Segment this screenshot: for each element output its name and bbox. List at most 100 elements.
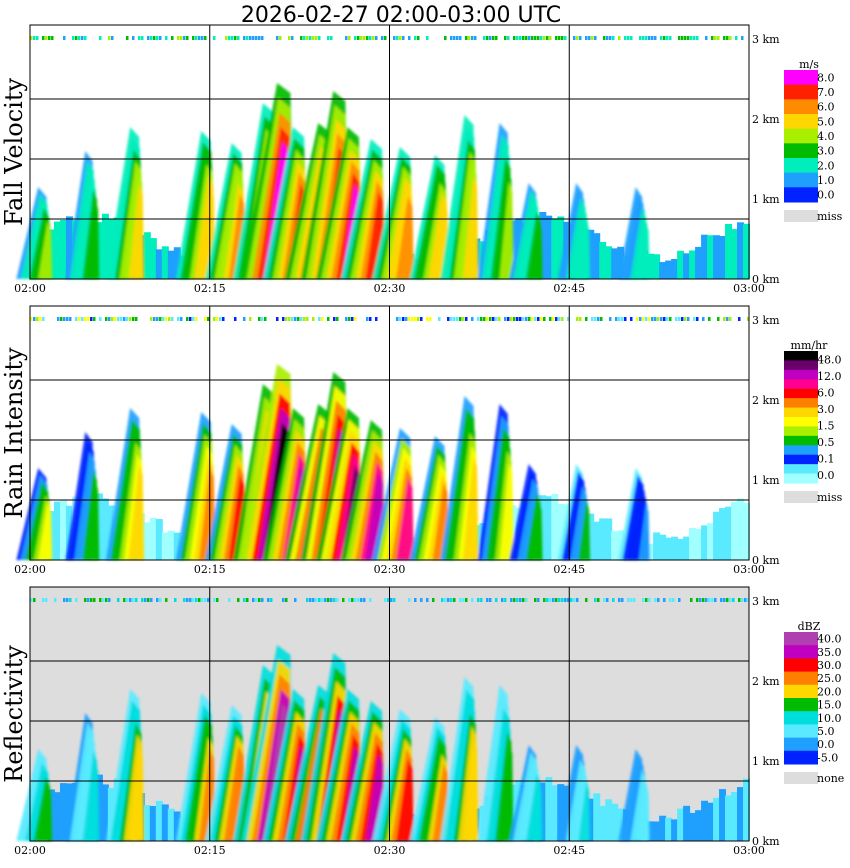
noise-cell bbox=[645, 317, 648, 321]
noise-cell bbox=[345, 317, 348, 321]
noise-cell bbox=[132, 36, 135, 40]
echo-cell bbox=[59, 783, 67, 841]
noise-cell bbox=[171, 36, 174, 40]
noise-cell bbox=[729, 317, 732, 321]
noise-cell bbox=[369, 598, 372, 602]
noise-cell bbox=[549, 36, 552, 40]
noise-cell bbox=[651, 317, 654, 321]
echo-cell bbox=[539, 782, 547, 841]
noise-cell bbox=[603, 598, 606, 602]
echo-cell bbox=[677, 250, 685, 279]
echo-cell bbox=[545, 215, 553, 279]
noise-cell bbox=[348, 317, 351, 321]
noise-cell bbox=[156, 317, 159, 321]
legend-swatch bbox=[784, 737, 818, 752]
noise-cell bbox=[444, 598, 447, 602]
noise-cell bbox=[630, 36, 633, 40]
echo-cell bbox=[737, 222, 745, 279]
echo-cell bbox=[743, 502, 750, 560]
noise-cell bbox=[609, 317, 612, 321]
noise-cell bbox=[465, 36, 468, 40]
noise-cell bbox=[213, 317, 216, 321]
noise-cell bbox=[561, 36, 564, 40]
noise-cell bbox=[375, 36, 378, 40]
streak-17 bbox=[578, 219, 591, 279]
noise-cell bbox=[132, 598, 135, 602]
noise-cell bbox=[708, 317, 711, 321]
noise-cell bbox=[735, 36, 738, 40]
legend-swatch bbox=[784, 407, 818, 418]
streak-14 bbox=[462, 176, 479, 279]
echo-cell bbox=[587, 513, 595, 560]
noise-cell bbox=[726, 317, 729, 321]
echo-cell bbox=[149, 238, 157, 279]
noise-cell bbox=[420, 598, 423, 602]
noise-cell bbox=[174, 598, 177, 602]
echo-cell bbox=[683, 253, 691, 279]
noise-cell bbox=[138, 36, 141, 40]
echo-cell bbox=[737, 787, 745, 841]
noise-cell bbox=[30, 36, 33, 40]
noise-cell bbox=[213, 36, 216, 40]
noise-cell bbox=[576, 36, 579, 40]
noise-cell bbox=[306, 36, 309, 40]
echo-cell bbox=[665, 260, 673, 279]
echo-cell bbox=[101, 498, 109, 560]
noise-cell bbox=[645, 598, 648, 602]
noise-cell bbox=[33, 317, 36, 321]
echo-cell bbox=[65, 505, 73, 560]
noise-cell bbox=[618, 598, 621, 602]
echo-cell bbox=[161, 532, 169, 560]
noise-cell bbox=[135, 317, 138, 321]
noise-cell bbox=[624, 36, 627, 40]
noise-cell bbox=[450, 36, 453, 40]
noise-cell bbox=[72, 36, 75, 40]
streak-17 bbox=[578, 500, 591, 560]
noise-cell bbox=[321, 317, 324, 321]
y-tick-label: 0 km bbox=[752, 273, 780, 286]
noise-cell bbox=[258, 598, 261, 602]
x-tick-label: 02:45 bbox=[553, 844, 585, 857]
y-tick-label: 2 km bbox=[752, 394, 780, 407]
noise-cell bbox=[195, 598, 198, 602]
noise-cell bbox=[738, 598, 741, 602]
noise-cell bbox=[525, 36, 528, 40]
noise-cell bbox=[516, 598, 519, 602]
echo-cell bbox=[173, 532, 181, 560]
noise-cell bbox=[573, 36, 576, 40]
noise-cell bbox=[336, 598, 339, 602]
streak-2 bbox=[128, 465, 145, 560]
echo-cell bbox=[155, 249, 163, 279]
noise-cell bbox=[315, 36, 318, 40]
legend-swatch bbox=[784, 658, 818, 673]
noise-cell bbox=[654, 36, 657, 40]
echo-cell bbox=[677, 538, 685, 560]
echo-cell bbox=[725, 795, 733, 841]
legend-swatch bbox=[784, 360, 818, 371]
noise-cell bbox=[492, 317, 495, 321]
noise-cell bbox=[531, 317, 534, 321]
noise-cell bbox=[225, 36, 228, 40]
noise-cell bbox=[261, 36, 264, 40]
noise-cell bbox=[642, 36, 645, 40]
noise-cell bbox=[459, 36, 462, 40]
noise-cell bbox=[510, 598, 513, 602]
legend-label: 7.0 bbox=[817, 86, 835, 99]
noise-cell bbox=[300, 317, 303, 321]
noise-cell bbox=[726, 598, 729, 602]
noise-cell bbox=[594, 598, 597, 602]
noise-cell bbox=[282, 598, 285, 602]
noise-cell bbox=[453, 36, 456, 40]
noise-cell bbox=[561, 317, 564, 321]
noise-cell bbox=[519, 598, 522, 602]
noise-line bbox=[30, 598, 750, 602]
noise-cell bbox=[87, 598, 90, 602]
noise-cell bbox=[276, 36, 279, 40]
noise-cell bbox=[651, 36, 654, 40]
grid bbox=[30, 25, 749, 279]
noise-cell bbox=[444, 36, 447, 40]
noise-cell bbox=[300, 36, 303, 40]
x-tick-label: 02:15 bbox=[194, 563, 226, 576]
